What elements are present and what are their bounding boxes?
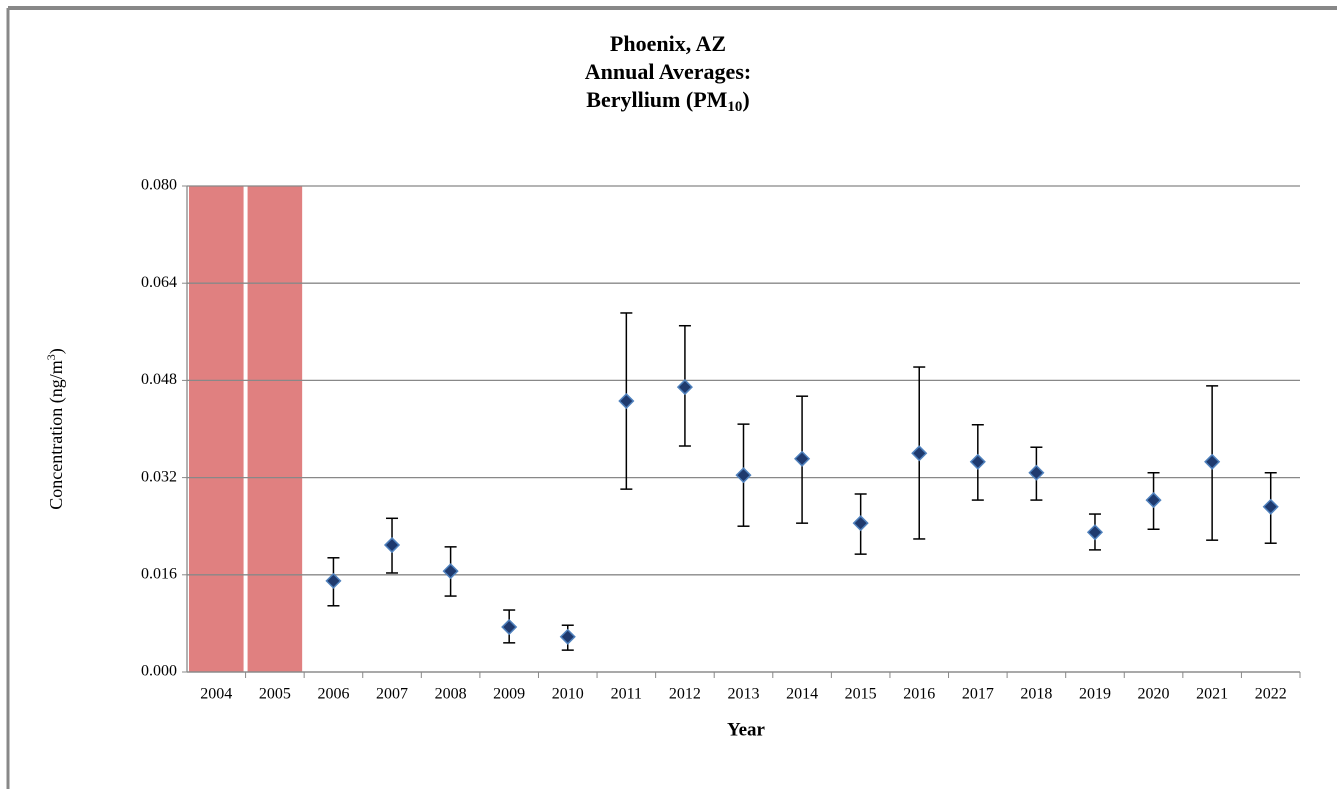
- y-tick-label: 0.080: [141, 177, 177, 194]
- marker: [735, 467, 752, 484]
- y-tick-label: 0.048: [141, 371, 177, 388]
- x-tick-label: 2009: [493, 686, 525, 703]
- marker: [1086, 524, 1104, 541]
- x-tick-label: 2017: [962, 686, 994, 703]
- x-tick-label: 2006: [317, 686, 349, 703]
- title-text: Beryllium (PM: [586, 87, 727, 112]
- marker: [1028, 464, 1045, 481]
- marker: [383, 536, 401, 554]
- x-tick-label: 2012: [669, 686, 701, 703]
- x-tick-label: 2010: [552, 686, 584, 703]
- y-label-text: Concentration (ng/m: [46, 360, 67, 509]
- marker: [618, 392, 635, 410]
- x-tick-label: 2019: [1079, 686, 1111, 703]
- x-tick-label: 2018: [1020, 686, 1052, 703]
- x-tick-label: 2014: [786, 686, 818, 703]
- marker: [676, 379, 693, 396]
- x-tick-label: 2022: [1255, 686, 1287, 703]
- marker: [969, 453, 986, 470]
- chart-title: Phoenix, AZ: [610, 31, 726, 56]
- x-tick-label: 2016: [903, 686, 935, 703]
- x-tick-label: 2020: [1138, 686, 1170, 703]
- x-tick-label: 2013: [728, 686, 760, 703]
- no-data-shade: [189, 186, 244, 672]
- y-label-sup: 3: [44, 354, 58, 360]
- marker: [1145, 492, 1162, 509]
- x-tick-label: 2015: [845, 686, 877, 703]
- x-tick-label: 2011: [611, 686, 642, 703]
- x-tick-label: 2007: [376, 686, 408, 703]
- y-tick-label: 0.032: [141, 468, 177, 485]
- x-tick-label: 2021: [1196, 686, 1228, 703]
- no-data-shade: [247, 186, 303, 672]
- title-sub: 10: [727, 99, 742, 115]
- x-axis-label: Year: [727, 719, 766, 740]
- marker: [501, 618, 518, 636]
- marker: [852, 515, 869, 532]
- marker: [794, 450, 811, 467]
- marker: [559, 628, 576, 645]
- marker: [325, 572, 342, 589]
- y-tick-label: 0.016: [141, 565, 177, 582]
- x-tick-label: 2004: [200, 686, 232, 703]
- marker: [1262, 498, 1279, 515]
- chart-title: Beryllium (PM10): [586, 87, 749, 115]
- x-tick-label: 2005: [259, 686, 291, 703]
- y-label-end: ): [46, 348, 67, 354]
- marker: [911, 445, 928, 462]
- marker: [442, 563, 459, 580]
- x-tick-label: 2008: [435, 686, 467, 703]
- y-tick-label: 0.064: [141, 274, 177, 291]
- y-tick-label: 0.000: [141, 663, 177, 680]
- title-end: ): [742, 87, 749, 112]
- y-axis-label: Concentration (ng/m3): [44, 348, 67, 509]
- chart-title: Annual Averages:: [585, 59, 751, 84]
- marker: [1204, 453, 1221, 470]
